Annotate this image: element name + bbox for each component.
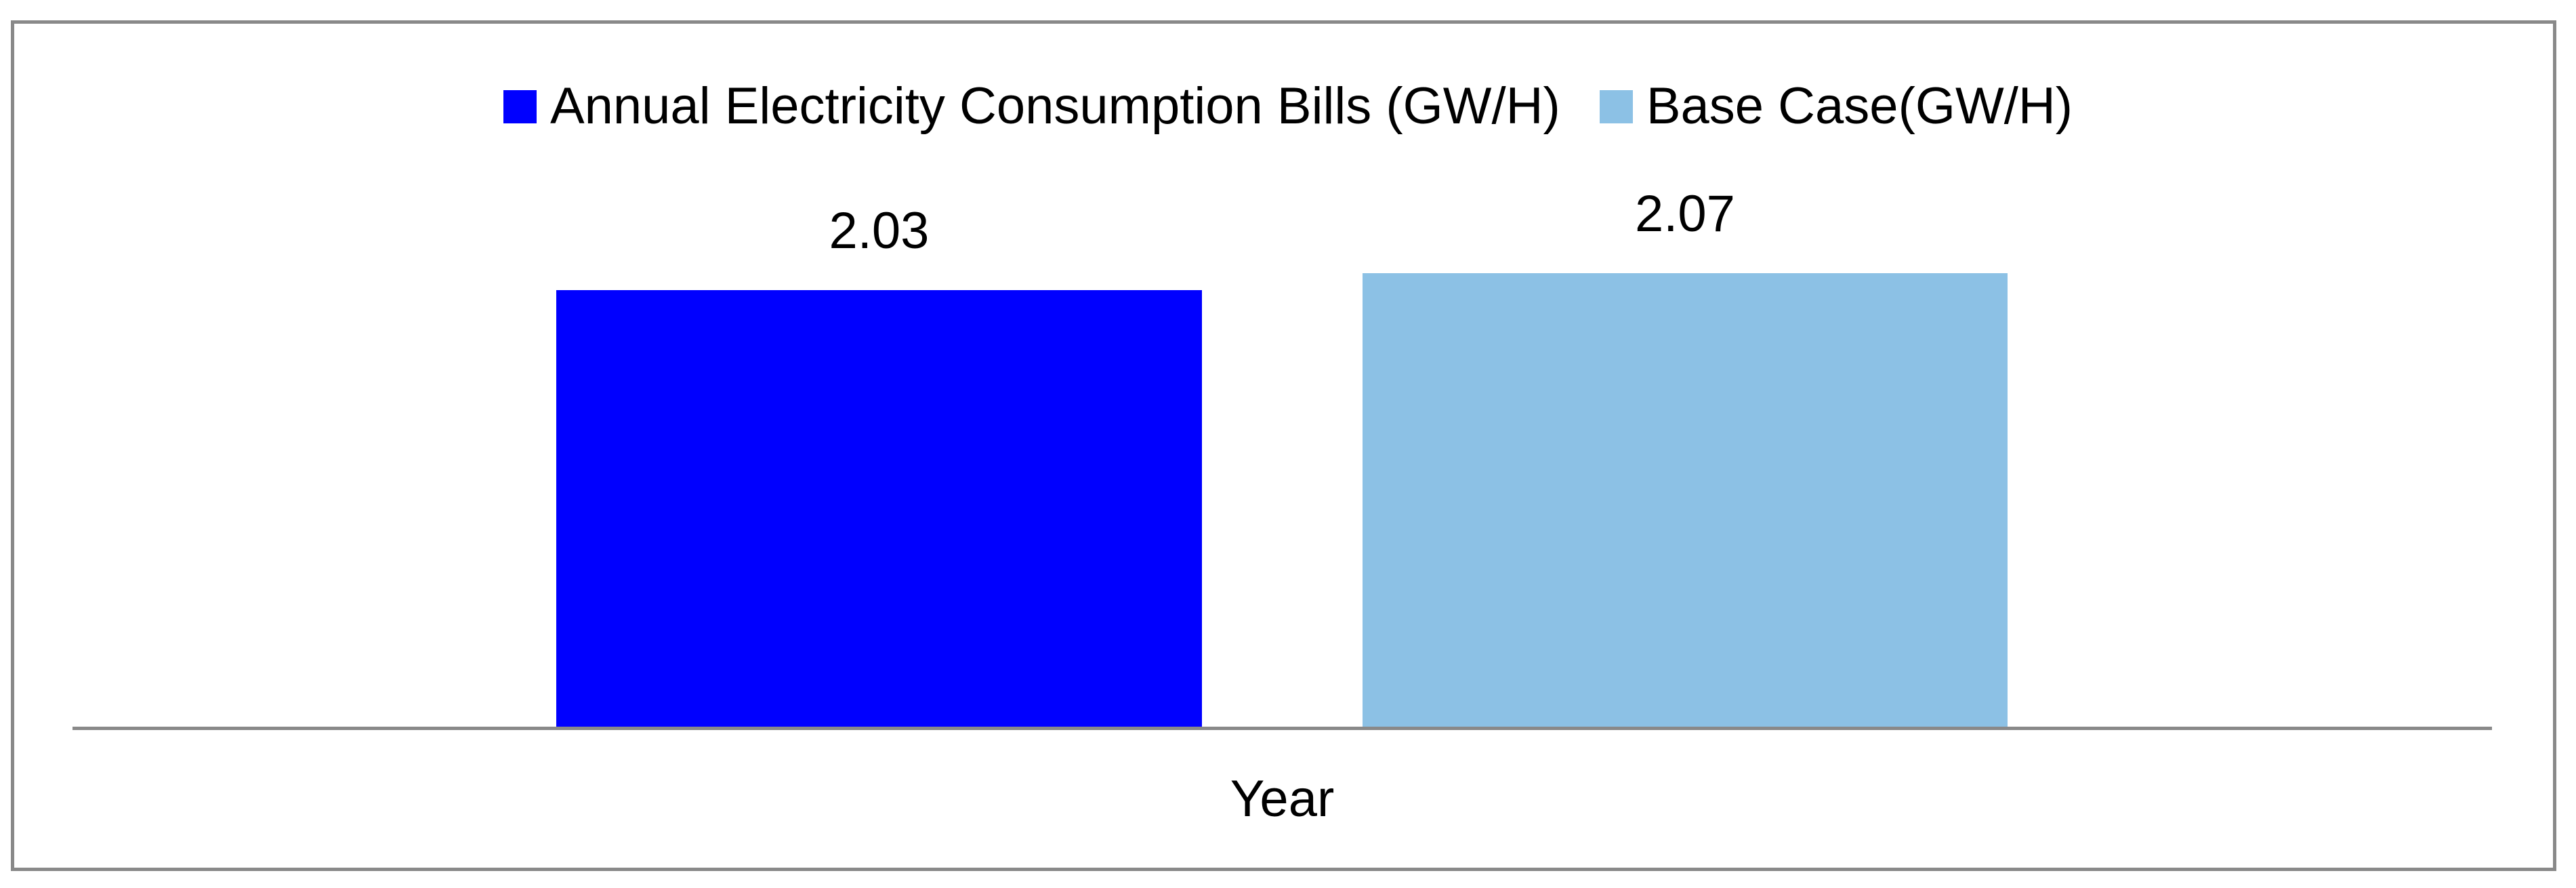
legend-item-annual-electricity: Annual Electricity Consumption Bills (GW… [503,78,1560,135]
legend: Annual Electricity Consumption Bills (GW… [0,76,2576,137]
chart-frame [11,20,2556,871]
data-label-base-case: 2.07 [1635,185,1735,243]
legend-item-base-case: Base Case(GW/H) [1599,77,2073,136]
bar-annual-electricity [556,290,1202,727]
legend-color-swatch-icon [1599,89,1633,123]
legend-label-base-case: Base Case(GW/H) [1646,77,2073,136]
bar-base-case [1363,273,2008,727]
data-label-annual-electricity: 2.03 [829,202,930,260]
legend-color-swatch-icon [503,89,537,123]
legend-label-annual-electricity: Annual Electricity Consumption Bills (GW… [549,77,1560,136]
x-axis-line [72,727,2492,730]
x-axis-title: Year [1230,770,1335,828]
